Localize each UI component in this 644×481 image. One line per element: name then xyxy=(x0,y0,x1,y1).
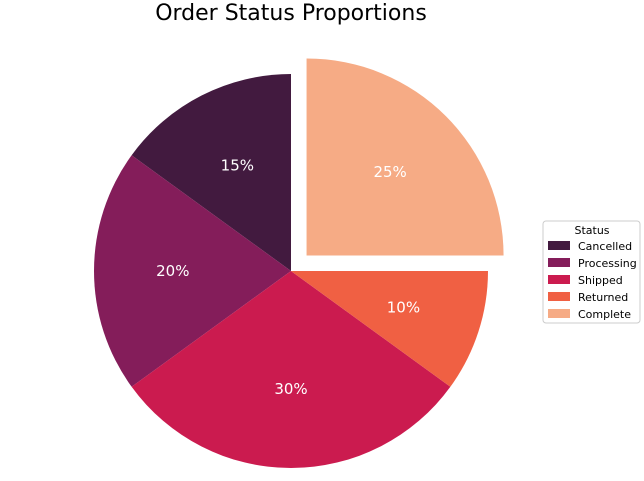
slice-label-shipped: 30% xyxy=(274,380,307,398)
slice-label-processing: 20% xyxy=(156,262,189,280)
legend-label-processing: Processing xyxy=(578,257,637,270)
pie-slice-complete xyxy=(306,58,504,256)
pie-slice-cancelled xyxy=(131,74,291,271)
legend-swatch-returned xyxy=(548,292,570,301)
legend-label-cancelled: Cancelled xyxy=(578,240,632,253)
legend-title: Status xyxy=(574,224,609,237)
legend-swatch-complete xyxy=(548,309,570,318)
legend-swatch-cancelled xyxy=(548,241,570,250)
legend-swatch-shipped xyxy=(548,275,570,284)
slice-label-cancelled: 15% xyxy=(221,157,254,175)
legend-swatch-processing xyxy=(548,258,570,267)
slice-label-returned: 10% xyxy=(387,299,420,317)
legend-label-complete: Complete xyxy=(578,308,631,321)
legend-label-returned: Returned xyxy=(578,291,628,304)
legend-label-shipped: Shipped xyxy=(578,274,623,287)
pie-slice-returned xyxy=(291,271,488,387)
legend: Status Cancelled Processing Shipped Returne… xyxy=(542,220,641,324)
pie-slice-processing xyxy=(94,155,291,387)
chart-title: Order Status Proportions xyxy=(155,1,427,26)
slice-label-complete: 25% xyxy=(373,163,406,181)
slice-labels: 15% 20% 30% 10% 25% xyxy=(156,157,420,399)
pie-slices xyxy=(94,58,504,468)
pie-slice-shipped xyxy=(131,271,451,468)
